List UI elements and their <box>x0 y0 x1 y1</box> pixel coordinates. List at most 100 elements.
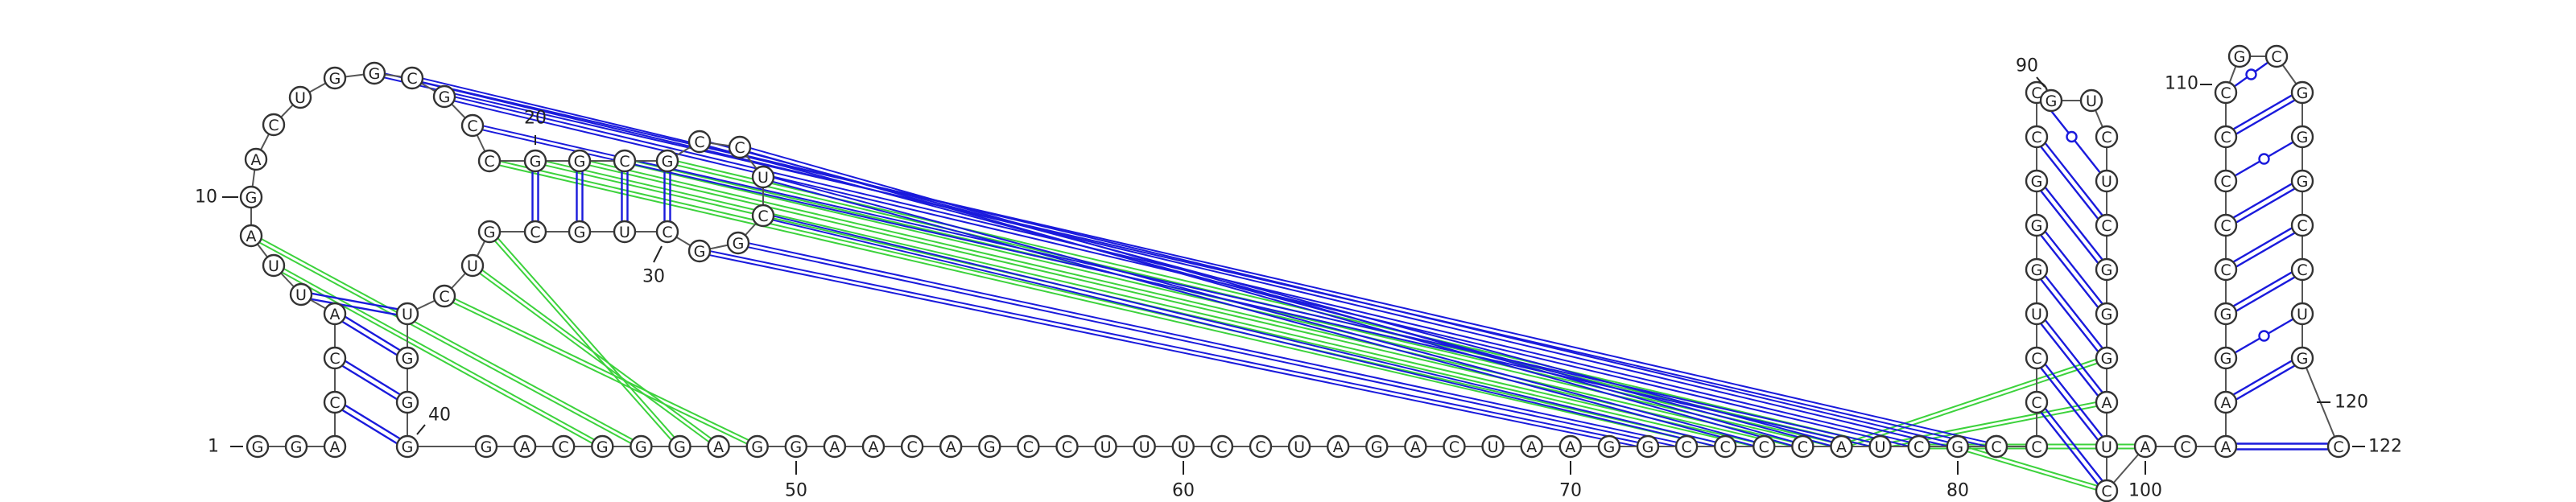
nucleotide-circle <box>323 302 347 326</box>
nucleotide-letter: U <box>467 257 478 275</box>
nucleotide-letter: G <box>733 235 745 253</box>
nucleotide-letter: G <box>635 438 647 456</box>
nucleotide-circle <box>751 204 775 228</box>
nucleotide-letter: G <box>402 350 414 368</box>
nucleotide: U <box>2095 169 2119 193</box>
nucleotide: C <box>2025 125 2049 149</box>
nucleotide-letter: C <box>2031 394 2041 412</box>
nucleotide-circle <box>239 224 263 248</box>
nucleotide-letter: A <box>251 151 262 169</box>
nucleotide: C <box>1443 434 1466 459</box>
nucleotide-circle <box>687 130 712 154</box>
nucleotide-circle <box>668 434 691 459</box>
nucleotide-letter: A <box>2140 438 2151 456</box>
nucleotide-circle <box>1674 434 1699 459</box>
base-pair-line <box>2033 138 2106 228</box>
nucleotide: C <box>477 149 502 173</box>
nucleotide: A <box>2214 390 2238 414</box>
nucleotide-letter: C <box>1913 438 1924 456</box>
pseudoknot-pair-line <box>411 79 1958 450</box>
nucleotide: G <box>246 434 270 459</box>
position-label: 10 <box>195 187 217 208</box>
nucleotide: G <box>1636 434 1660 459</box>
pseudoknot-pair-line <box>699 142 1842 450</box>
nucleotide-circle <box>900 434 924 459</box>
nucleotide-letter: U <box>2086 93 2097 110</box>
nucleotide: G <box>2290 169 2314 193</box>
nucleotide-letter: U <box>1100 438 1112 456</box>
pseudoknot-pair-line <box>443 297 758 450</box>
nucleotide-circle <box>2025 125 2049 149</box>
nucleotide: C <box>1752 434 1776 459</box>
position-tick <box>653 245 663 263</box>
pseudoknot-pair-line <box>487 232 679 449</box>
nucleotide-circle <box>745 434 769 459</box>
nucleotide-circle <box>244 147 268 171</box>
nucleotide: C <box>400 66 424 90</box>
nucleotide-letter: C <box>2101 217 2112 235</box>
nucleotide-circle <box>784 434 807 459</box>
base-pair-line <box>2037 267 2110 357</box>
nucleotide-letter: A <box>1565 438 1575 456</box>
position-label: 40 <box>428 405 451 426</box>
nucleotide-letter: U <box>1488 438 1499 456</box>
pseudoknot-pair-line <box>374 70 1997 446</box>
nucleotide-letter: C <box>530 224 540 241</box>
nucleotide-circle <box>2095 213 2119 237</box>
pseudoknot-pair-line <box>412 75 1959 446</box>
nucleotide: C <box>2025 390 2049 414</box>
nucleotide: C <box>2025 434 2049 459</box>
nucleotide: G <box>745 434 769 459</box>
nucleotide-letter: G <box>574 224 586 241</box>
pseudoknot-pair-line <box>762 178 1764 450</box>
nucleotide: C <box>262 113 286 137</box>
nucleotide-circle <box>2214 125 2238 149</box>
nucleotide: U <box>288 85 312 109</box>
nucleotide-letter: A <box>869 438 879 456</box>
nucleotide: C <box>2214 125 2238 149</box>
nucleotide-letter: A <box>520 438 530 456</box>
nucleotide: C <box>687 130 712 154</box>
nucleotide: G <box>2025 169 2049 193</box>
nucleotide-letter: U <box>268 257 279 275</box>
nucleotide-circle <box>2095 302 2119 326</box>
base-pair-line <box>2223 354 2301 401</box>
pseudoknot-pair-line <box>374 74 1996 450</box>
nucleotide-circle <box>2025 390 2049 414</box>
nucleotide-circle <box>1520 434 1543 459</box>
nucleotide: G <box>2039 88 2063 113</box>
nucleotide-letter: C <box>559 438 569 456</box>
nucleotide: G <box>2214 302 2238 326</box>
base-pair-line <box>2227 226 2305 274</box>
nucleotide-letter: U <box>2101 438 2112 456</box>
nucleotide: A <box>1520 434 1543 459</box>
nucleotide: C <box>2264 44 2289 68</box>
base-pair-line <box>2037 400 2110 490</box>
pseudoknot-pair-line <box>489 158 1726 446</box>
nucleotide-letter: G <box>790 438 802 456</box>
nucleotide-letter: G <box>1604 438 1616 456</box>
nucleotide-letter: U <box>1875 438 1886 456</box>
nucleotide-circle <box>395 302 419 326</box>
nucleotide-letter: U <box>1178 438 1189 456</box>
nucleotide-letter: A <box>1333 438 1344 456</box>
nucleotide-circle <box>1984 434 2008 459</box>
nucleotide-letter: G <box>1642 438 1654 456</box>
nucleotide: C <box>432 284 456 308</box>
nucleotide-circle <box>323 346 347 370</box>
nucleotide: A <box>939 434 963 459</box>
nucleotide: A <box>323 434 347 459</box>
nucleotide: A <box>513 434 537 459</box>
nucleotide-letter: G <box>291 438 303 456</box>
nucleotide-letter: C <box>329 394 340 412</box>
nucleotide-circle <box>523 220 547 244</box>
position-tick <box>2036 76 2046 88</box>
nucleotide-letter: C <box>2031 438 2041 456</box>
position-label: 1 <box>208 437 219 457</box>
pseudoknot-pair-line <box>472 126 1880 450</box>
pseudoknot-pair-line <box>274 262 604 446</box>
nucleotide-circle <box>2174 434 2198 459</box>
nucleotide-circle <box>323 66 347 90</box>
nucleotide-letter: G <box>751 438 763 456</box>
